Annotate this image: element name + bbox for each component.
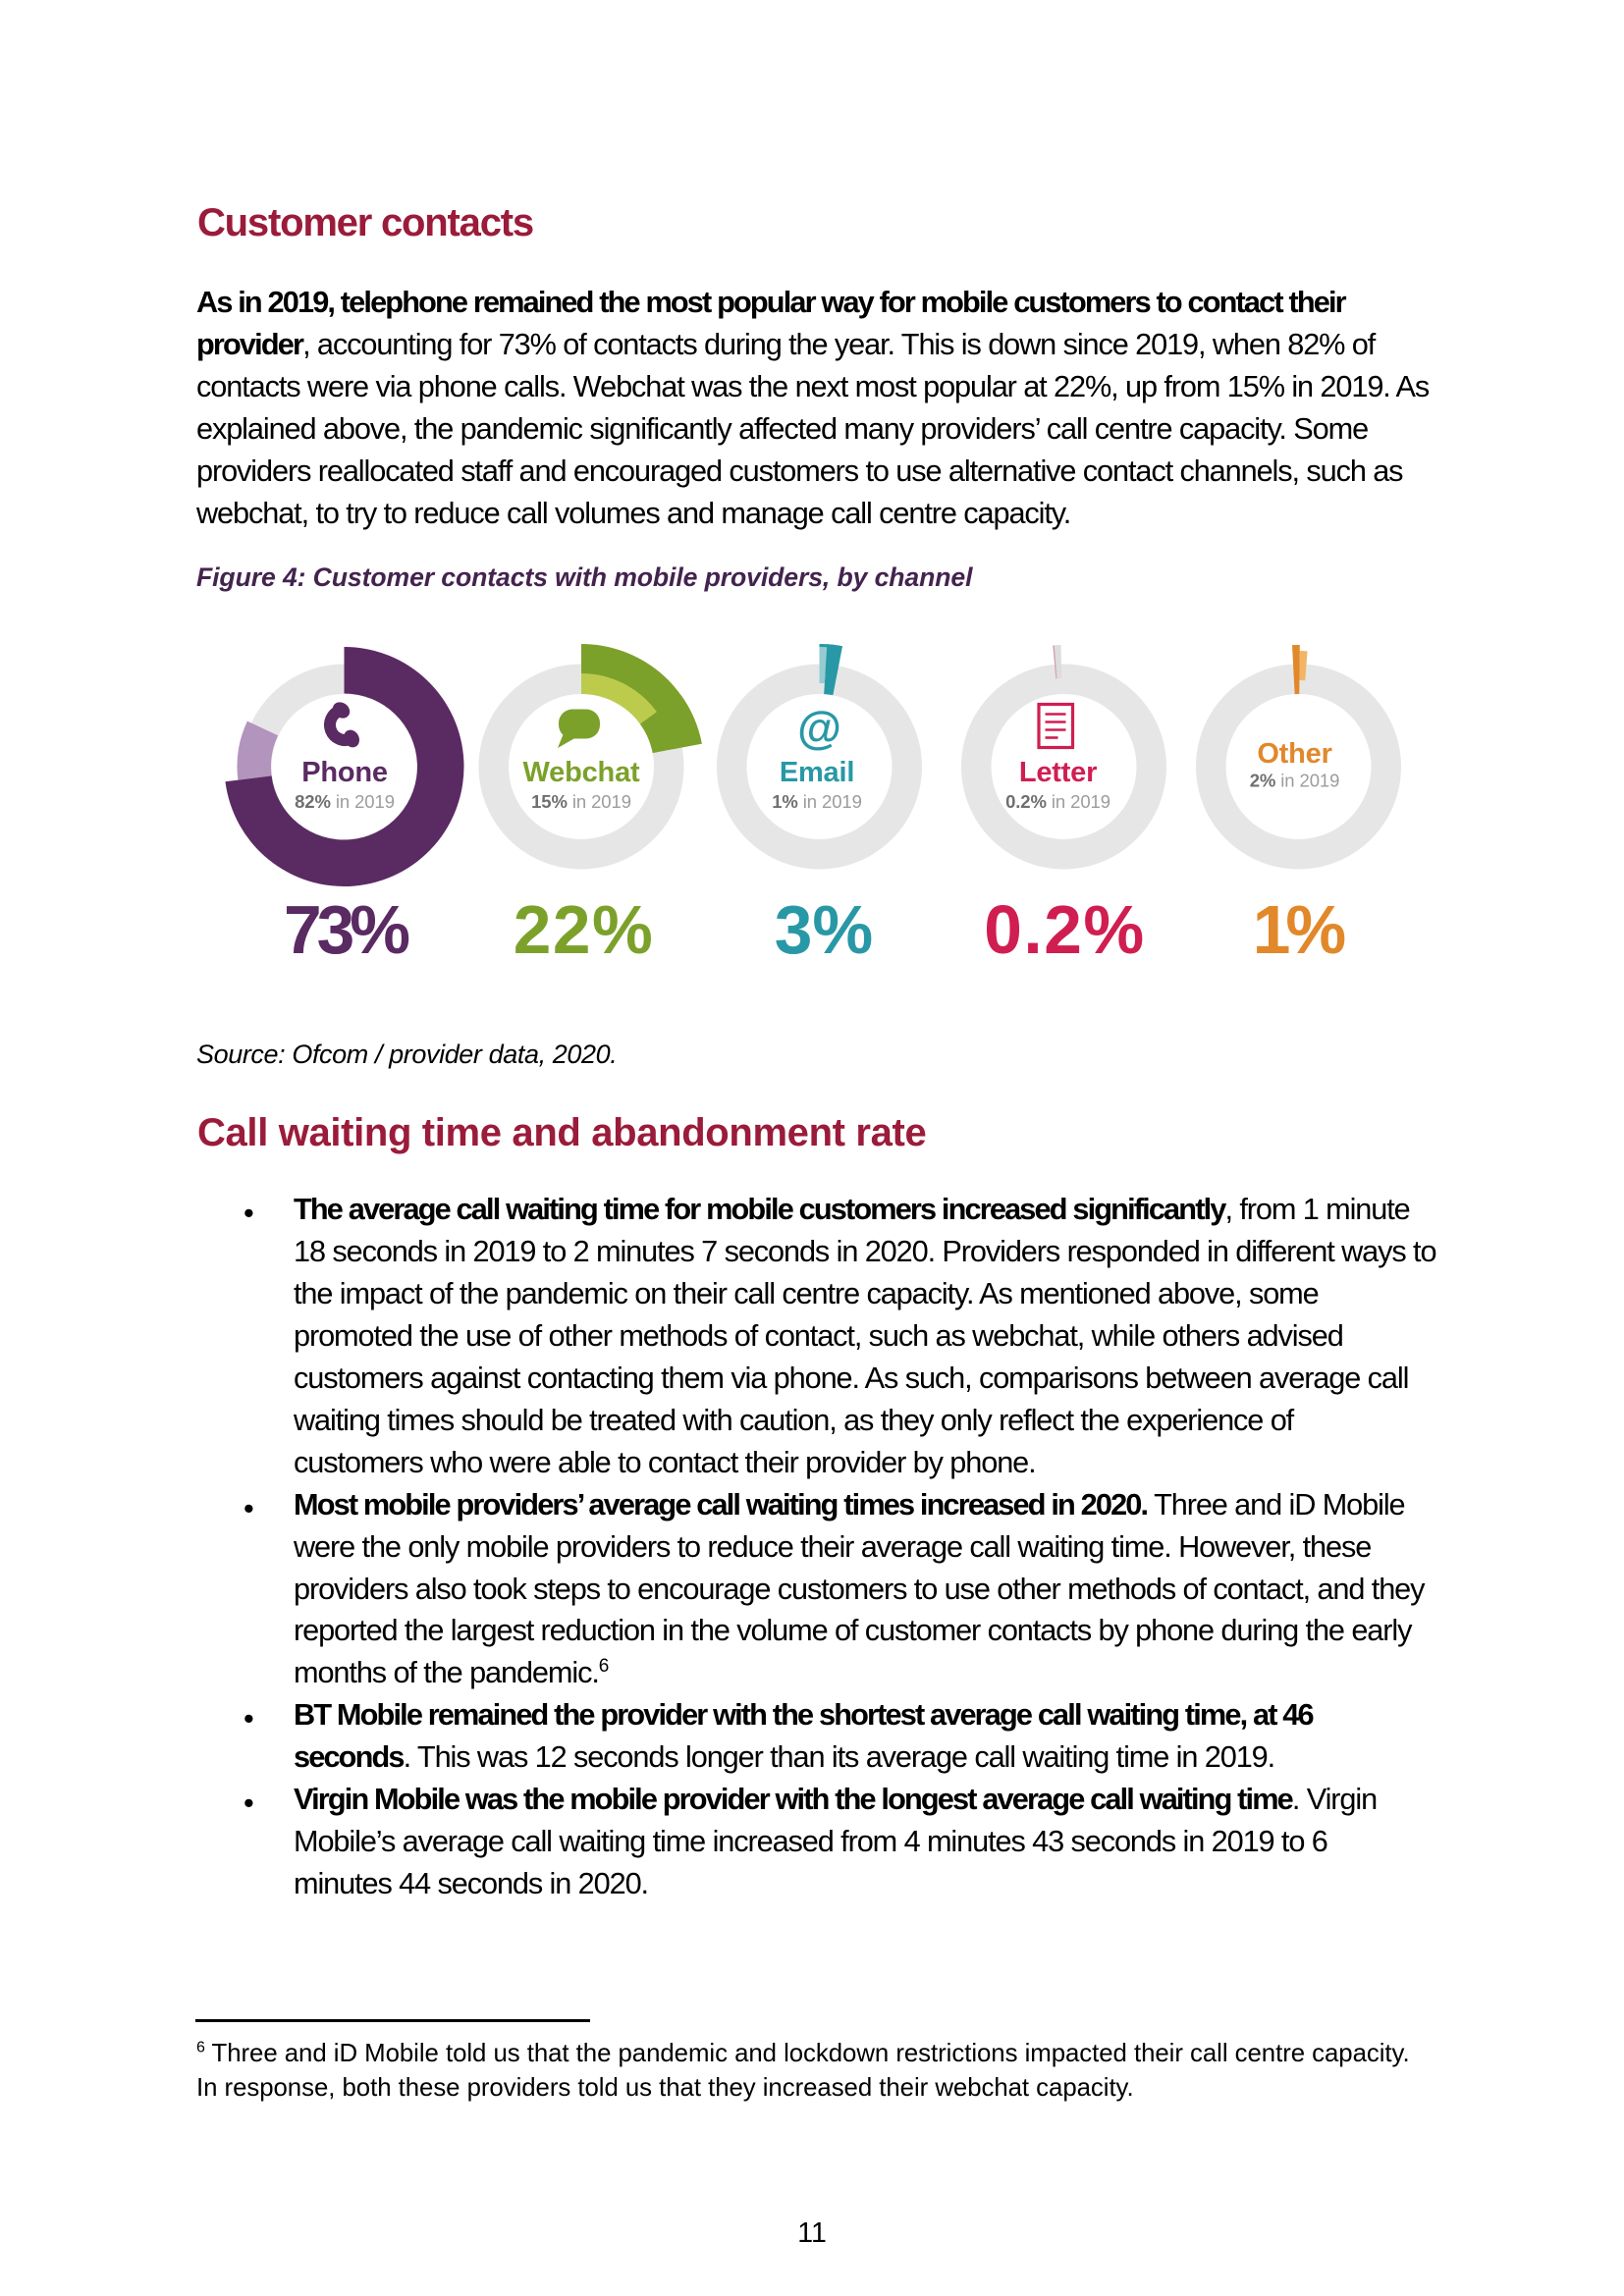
svg-text:22%: 22% bbox=[514, 891, 655, 968]
svg-text:15% in 2019: 15% in 2019 bbox=[531, 791, 631, 812]
svg-text:Phone: Phone bbox=[301, 757, 388, 788]
svg-text:73%: 73% bbox=[284, 891, 408, 968]
svg-text:1% in 2019: 1% in 2019 bbox=[772, 791, 862, 812]
svg-text:2% in 2019: 2% in 2019 bbox=[1250, 771, 1340, 791]
svg-text:0.2% in 2019: 0.2% in 2019 bbox=[1005, 791, 1110, 812]
svg-text:0.2%: 0.2% bbox=[984, 891, 1145, 968]
svg-text:@: @ bbox=[797, 702, 841, 753]
svg-text:1%: 1% bbox=[1253, 891, 1345, 968]
svg-text:Other: Other bbox=[1257, 738, 1331, 770]
svg-text:3%: 3% bbox=[775, 891, 873, 968]
svg-text:Email: Email bbox=[780, 757, 854, 788]
svg-text:Webchat: Webchat bbox=[523, 757, 640, 788]
svg-text:82% in 2019: 82% in 2019 bbox=[295, 791, 395, 812]
svg-text:Letter: Letter bbox=[1019, 757, 1097, 788]
